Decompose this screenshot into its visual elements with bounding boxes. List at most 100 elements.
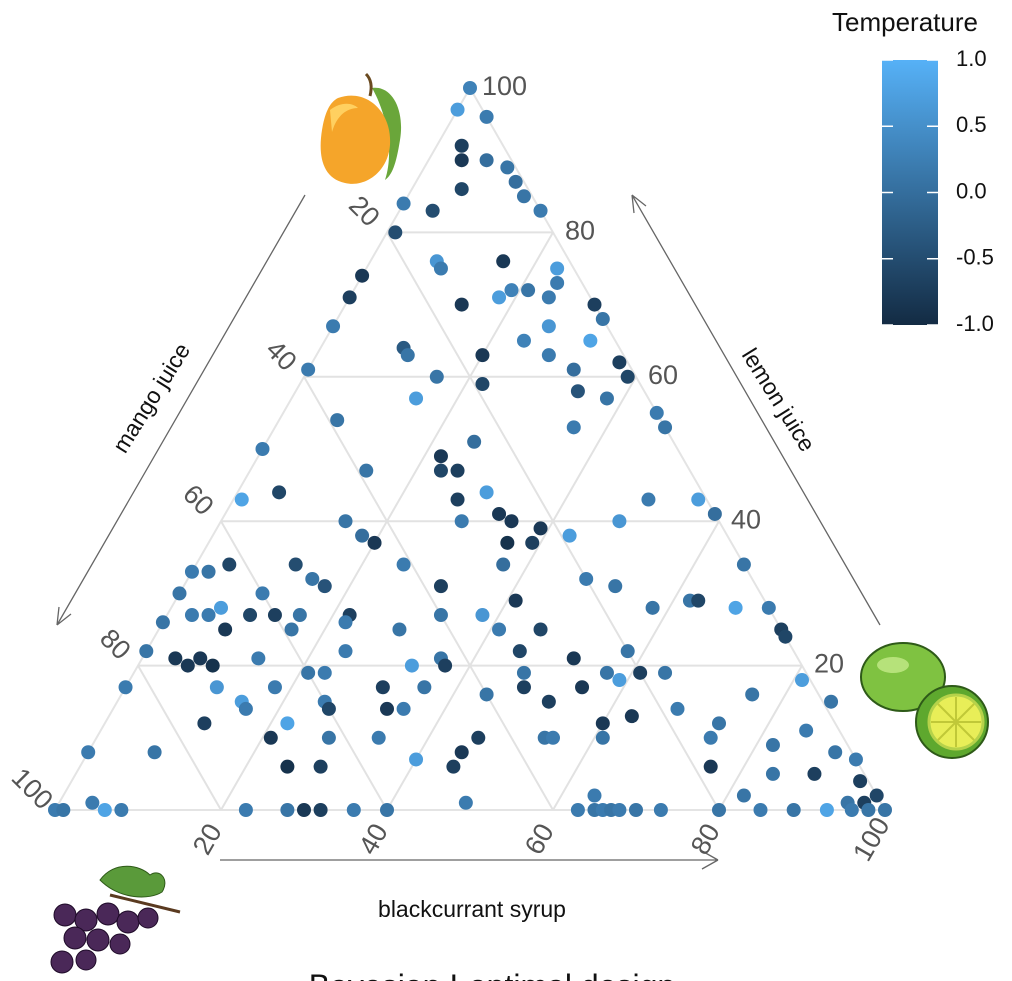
right-tick-label: 20 <box>814 649 844 679</box>
point <box>268 680 282 694</box>
point <box>459 796 473 810</box>
point <box>434 608 448 622</box>
lime-icon <box>861 643 988 758</box>
point <box>550 262 564 276</box>
point <box>550 276 564 290</box>
point <box>409 391 423 405</box>
bottom-axis-title: blackcurrant syrup <box>378 896 566 922</box>
point <box>600 391 614 405</box>
point <box>517 680 531 694</box>
point <box>563 529 577 543</box>
point <box>210 680 224 694</box>
point <box>762 601 776 615</box>
point <box>737 558 751 572</box>
point <box>173 586 187 600</box>
grid-line <box>138 666 221 810</box>
point <box>575 680 589 694</box>
point <box>849 752 863 766</box>
point <box>347 803 361 817</box>
grid <box>55 88 885 810</box>
point <box>505 514 519 528</box>
point <box>264 731 278 745</box>
point <box>339 644 353 658</box>
point <box>475 377 489 391</box>
point <box>704 760 718 774</box>
point <box>314 760 328 774</box>
point <box>202 608 216 622</box>
point <box>480 110 494 124</box>
point <box>405 659 419 673</box>
point <box>588 298 602 312</box>
point <box>197 716 211 730</box>
left-axis-title: mango juice <box>107 338 195 457</box>
point <box>621 644 635 658</box>
point <box>372 731 386 745</box>
point <box>339 615 353 629</box>
colorbar-tick-label: -1.0 <box>956 311 994 336</box>
points <box>48 81 892 817</box>
bottom-tick-label: 80 <box>685 819 726 860</box>
point <box>156 615 170 629</box>
point <box>139 644 153 658</box>
point <box>525 536 539 550</box>
point <box>467 435 481 449</box>
point <box>455 153 469 167</box>
point <box>326 319 340 333</box>
point <box>434 262 448 276</box>
point <box>509 594 523 608</box>
point <box>671 702 685 716</box>
point <box>301 363 315 377</box>
left-tick-label: 80 <box>94 623 136 665</box>
point <box>119 680 133 694</box>
point <box>463 81 477 95</box>
grid-line <box>719 666 802 810</box>
point <box>475 348 489 362</box>
point <box>397 702 411 716</box>
point <box>658 666 672 680</box>
right-tick-label: 40 <box>731 504 761 534</box>
point <box>243 608 257 622</box>
point <box>513 644 527 658</box>
point <box>766 767 780 781</box>
point <box>505 283 519 297</box>
point <box>480 687 494 701</box>
point <box>571 384 585 398</box>
point <box>799 724 813 738</box>
point <box>185 608 199 622</box>
point <box>828 745 842 759</box>
grid-line <box>387 377 636 810</box>
point <box>202 565 216 579</box>
point <box>397 197 411 211</box>
point <box>567 651 581 665</box>
point <box>712 716 726 730</box>
point <box>451 493 465 507</box>
point <box>480 153 494 167</box>
point <box>280 716 294 730</box>
point <box>787 803 801 817</box>
triangle-frame <box>55 88 885 810</box>
point <box>318 579 332 593</box>
point <box>289 558 303 572</box>
point <box>114 803 128 817</box>
point <box>496 558 510 572</box>
point <box>239 702 253 716</box>
blackcurrant-icon <box>51 866 180 973</box>
point <box>355 269 369 283</box>
colorbar-tick-label: -0.5 <box>956 245 994 270</box>
point <box>608 579 622 593</box>
point <box>612 355 626 369</box>
point <box>185 565 199 579</box>
point <box>795 673 809 687</box>
point <box>629 803 643 817</box>
point <box>878 803 892 817</box>
left-tick-label: 60 <box>177 479 219 521</box>
point <box>737 789 751 803</box>
right-tick-label: 80 <box>565 216 595 246</box>
point <box>521 283 535 297</box>
point <box>712 803 726 817</box>
point <box>542 290 556 304</box>
point <box>301 666 315 680</box>
point <box>542 348 556 362</box>
point <box>807 767 821 781</box>
point <box>218 623 232 637</box>
